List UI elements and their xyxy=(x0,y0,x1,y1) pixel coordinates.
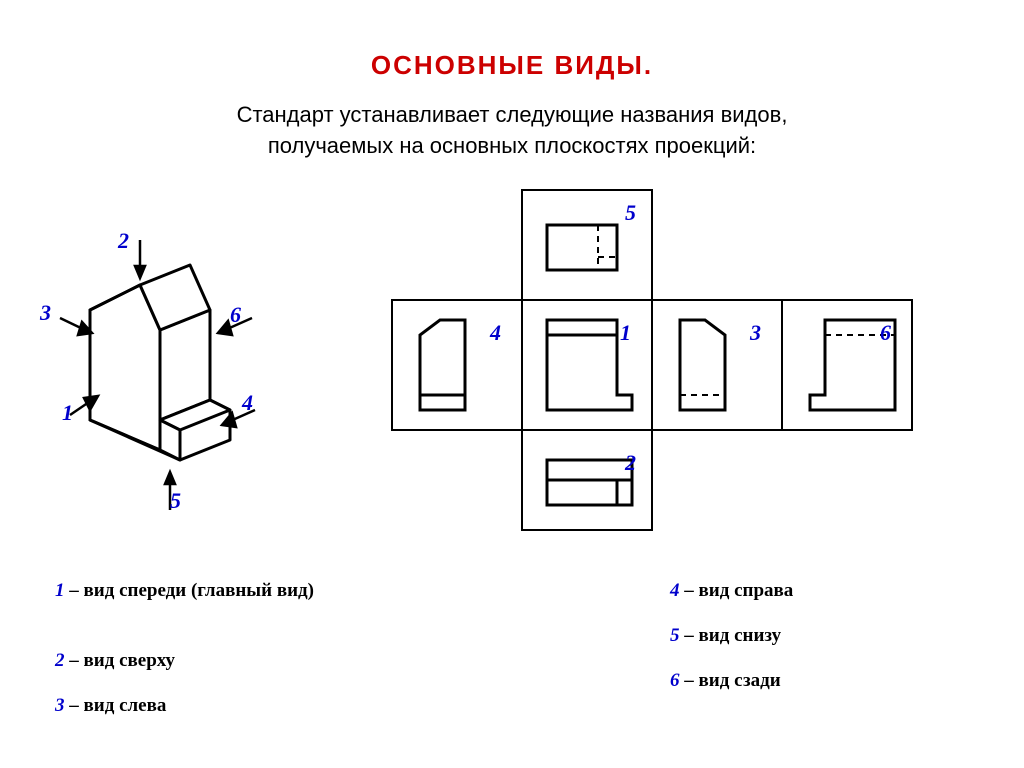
page-title: ОСНОВНЫЕ ВИДЫ. xyxy=(0,50,1024,81)
legend-text-4: – вид справа xyxy=(680,580,794,601)
legend-text-5: – вид снизу xyxy=(680,625,782,646)
legend-num-6: 6 xyxy=(670,670,680,691)
panel-label-3: 3 xyxy=(750,320,761,346)
projection-layout xyxy=(380,185,940,545)
panel-label-5: 5 xyxy=(625,200,636,226)
legend-item-5: 5 – вид снизу xyxy=(670,625,781,647)
iso-label-3: 3 xyxy=(40,300,51,326)
legend-text-3: – вид слева xyxy=(65,695,167,716)
legend-item-3: 3 – вид слева xyxy=(55,695,166,717)
legend-num-2: 2 xyxy=(55,650,65,671)
panel-label-4: 4 xyxy=(490,320,501,346)
iso-label-1: 1 xyxy=(62,400,73,426)
legend-text-6: – вид сзади xyxy=(680,670,781,691)
intro-text: Стандарт устанавливает следующие названи… xyxy=(0,100,1024,162)
panel-label-6: 6 xyxy=(880,320,891,346)
iso-label-5: 5 xyxy=(170,488,181,514)
legend-num-4: 4 xyxy=(670,580,680,601)
intro-line1: Стандарт устанавливает следующие названи… xyxy=(237,102,788,127)
legend-text-2: – вид сверху xyxy=(65,650,176,671)
legend-item-6: 6 – вид сзади xyxy=(670,670,781,692)
legend-num-1: 1 xyxy=(55,580,65,601)
panel-label-1: 1 xyxy=(620,320,631,346)
intro-line2: получаемых на основных плоскостях проекц… xyxy=(268,133,756,158)
iso-label-6: 6 xyxy=(230,302,241,328)
legend-text-1: – вид спереди (главный вид) xyxy=(65,580,314,601)
iso-label-2: 2 xyxy=(118,228,129,254)
legend-num-3: 3 xyxy=(55,695,65,716)
legend-num-5: 5 xyxy=(670,625,680,646)
legend-item-2: 2 – вид сверху xyxy=(55,650,175,672)
legend-item-1: 1 – вид спереди (главный вид) xyxy=(55,580,315,602)
panel-label-2: 2 xyxy=(625,450,636,476)
iso-label-4: 4 xyxy=(242,390,253,416)
legend-item-4: 4 – вид справа xyxy=(670,580,793,602)
